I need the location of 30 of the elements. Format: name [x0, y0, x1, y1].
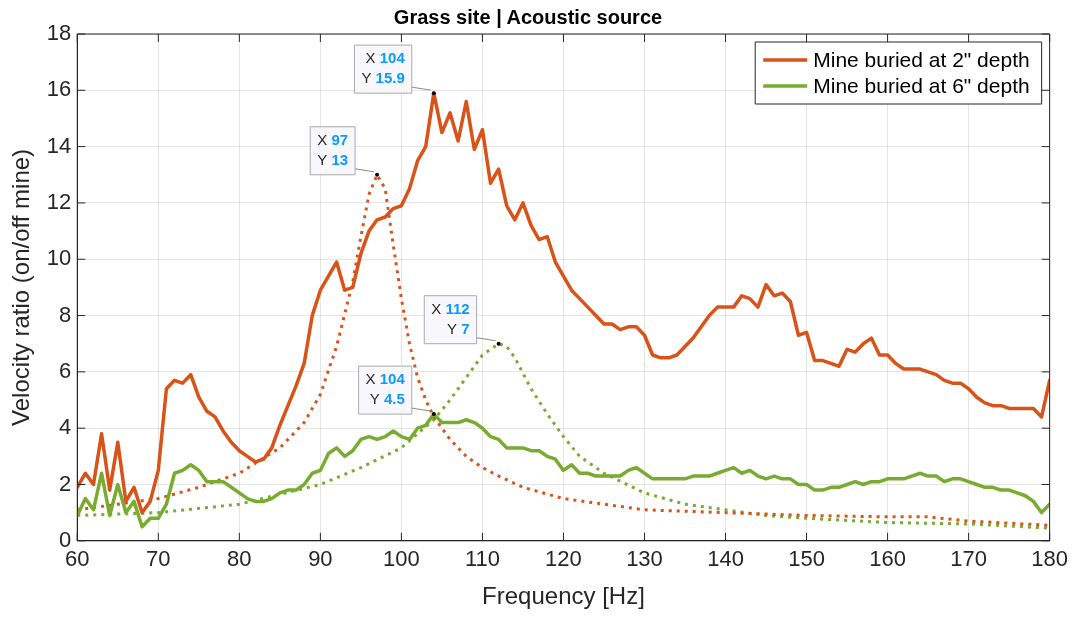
annotation: X 104 Y 15.9: [361, 49, 406, 87]
y-tick-label: 16: [46, 76, 72, 102]
x-tick-label: 90: [308, 546, 333, 572]
y-axis-title: Velocity ratio (on/off mine): [7, 148, 35, 426]
y-tick-label: 4: [59, 414, 72, 440]
annotation: X 112 Y 7: [431, 299, 470, 337]
x-tick-label: 140: [707, 546, 744, 572]
y-tick-label: 2: [59, 470, 72, 496]
y-tick-label: 10: [46, 245, 72, 271]
x-tick-label: 160: [869, 546, 906, 572]
x-tick-label: 120: [545, 546, 582, 572]
annotation: X 104 Y 4.5: [365, 370, 406, 408]
y-tick-label: 14: [46, 132, 72, 158]
x-tick-label: 80: [227, 546, 252, 572]
y-tick-label: 6: [59, 357, 72, 383]
legend-label: Mine buried at 6" depth: [813, 73, 1030, 97]
x-axis-title: Frequency [Hz]: [482, 582, 645, 610]
y-tick-label: 12: [46, 189, 72, 214]
x-tick-label: 70: [146, 546, 171, 572]
y-tick-label: 18: [46, 20, 72, 46]
chart-title: Grass site | Acoustic source: [393, 5, 663, 28]
x-tick-label: 130: [626, 546, 663, 572]
legend-label: Mine buried at 2" depth: [813, 47, 1030, 71]
annotation: X 97 Y 13: [317, 130, 349, 168]
x-tick-label: 100: [383, 546, 420, 572]
y-tick-label: 8: [59, 301, 72, 327]
x-tick-label: 150: [788, 546, 825, 572]
x-tick-label: 110: [464, 546, 500, 572]
x-tick-label: 180: [1031, 546, 1069, 572]
x-tick-label: 170: [950, 546, 987, 572]
